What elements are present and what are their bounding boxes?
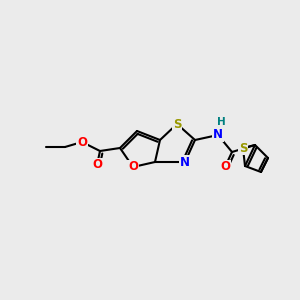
Text: O: O [77,136,87,148]
Text: S: S [239,142,247,154]
Text: N: N [180,155,190,169]
Text: O: O [220,160,230,173]
Text: S: S [173,118,181,130]
Text: O: O [92,158,102,172]
Text: H: H [217,117,225,127]
Text: O: O [128,160,138,173]
Text: N: N [213,128,223,142]
